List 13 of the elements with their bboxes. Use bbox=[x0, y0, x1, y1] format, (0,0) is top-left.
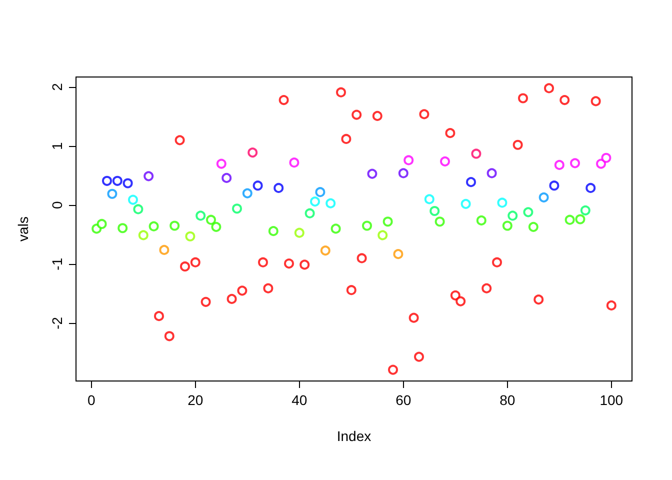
x-tick-label: 20 bbox=[188, 392, 204, 408]
y-axis-title: vals bbox=[15, 216, 31, 242]
x-tick-label: 80 bbox=[500, 392, 516, 408]
x-tick-label: 0 bbox=[87, 392, 96, 408]
x-tick-label: 60 bbox=[396, 392, 412, 408]
x-axis-title: Index bbox=[336, 428, 372, 444]
x-tick-label: 40 bbox=[292, 392, 308, 408]
y-tick-label: 2 bbox=[49, 82, 65, 91]
y-tick-label: 0 bbox=[49, 200, 65, 209]
y-tick-label: -2 bbox=[49, 316, 65, 330]
y-tick-label: 1 bbox=[49, 142, 65, 150]
y-tick-label: -1 bbox=[49, 258, 65, 270]
x-tick-label: 100 bbox=[600, 392, 624, 408]
